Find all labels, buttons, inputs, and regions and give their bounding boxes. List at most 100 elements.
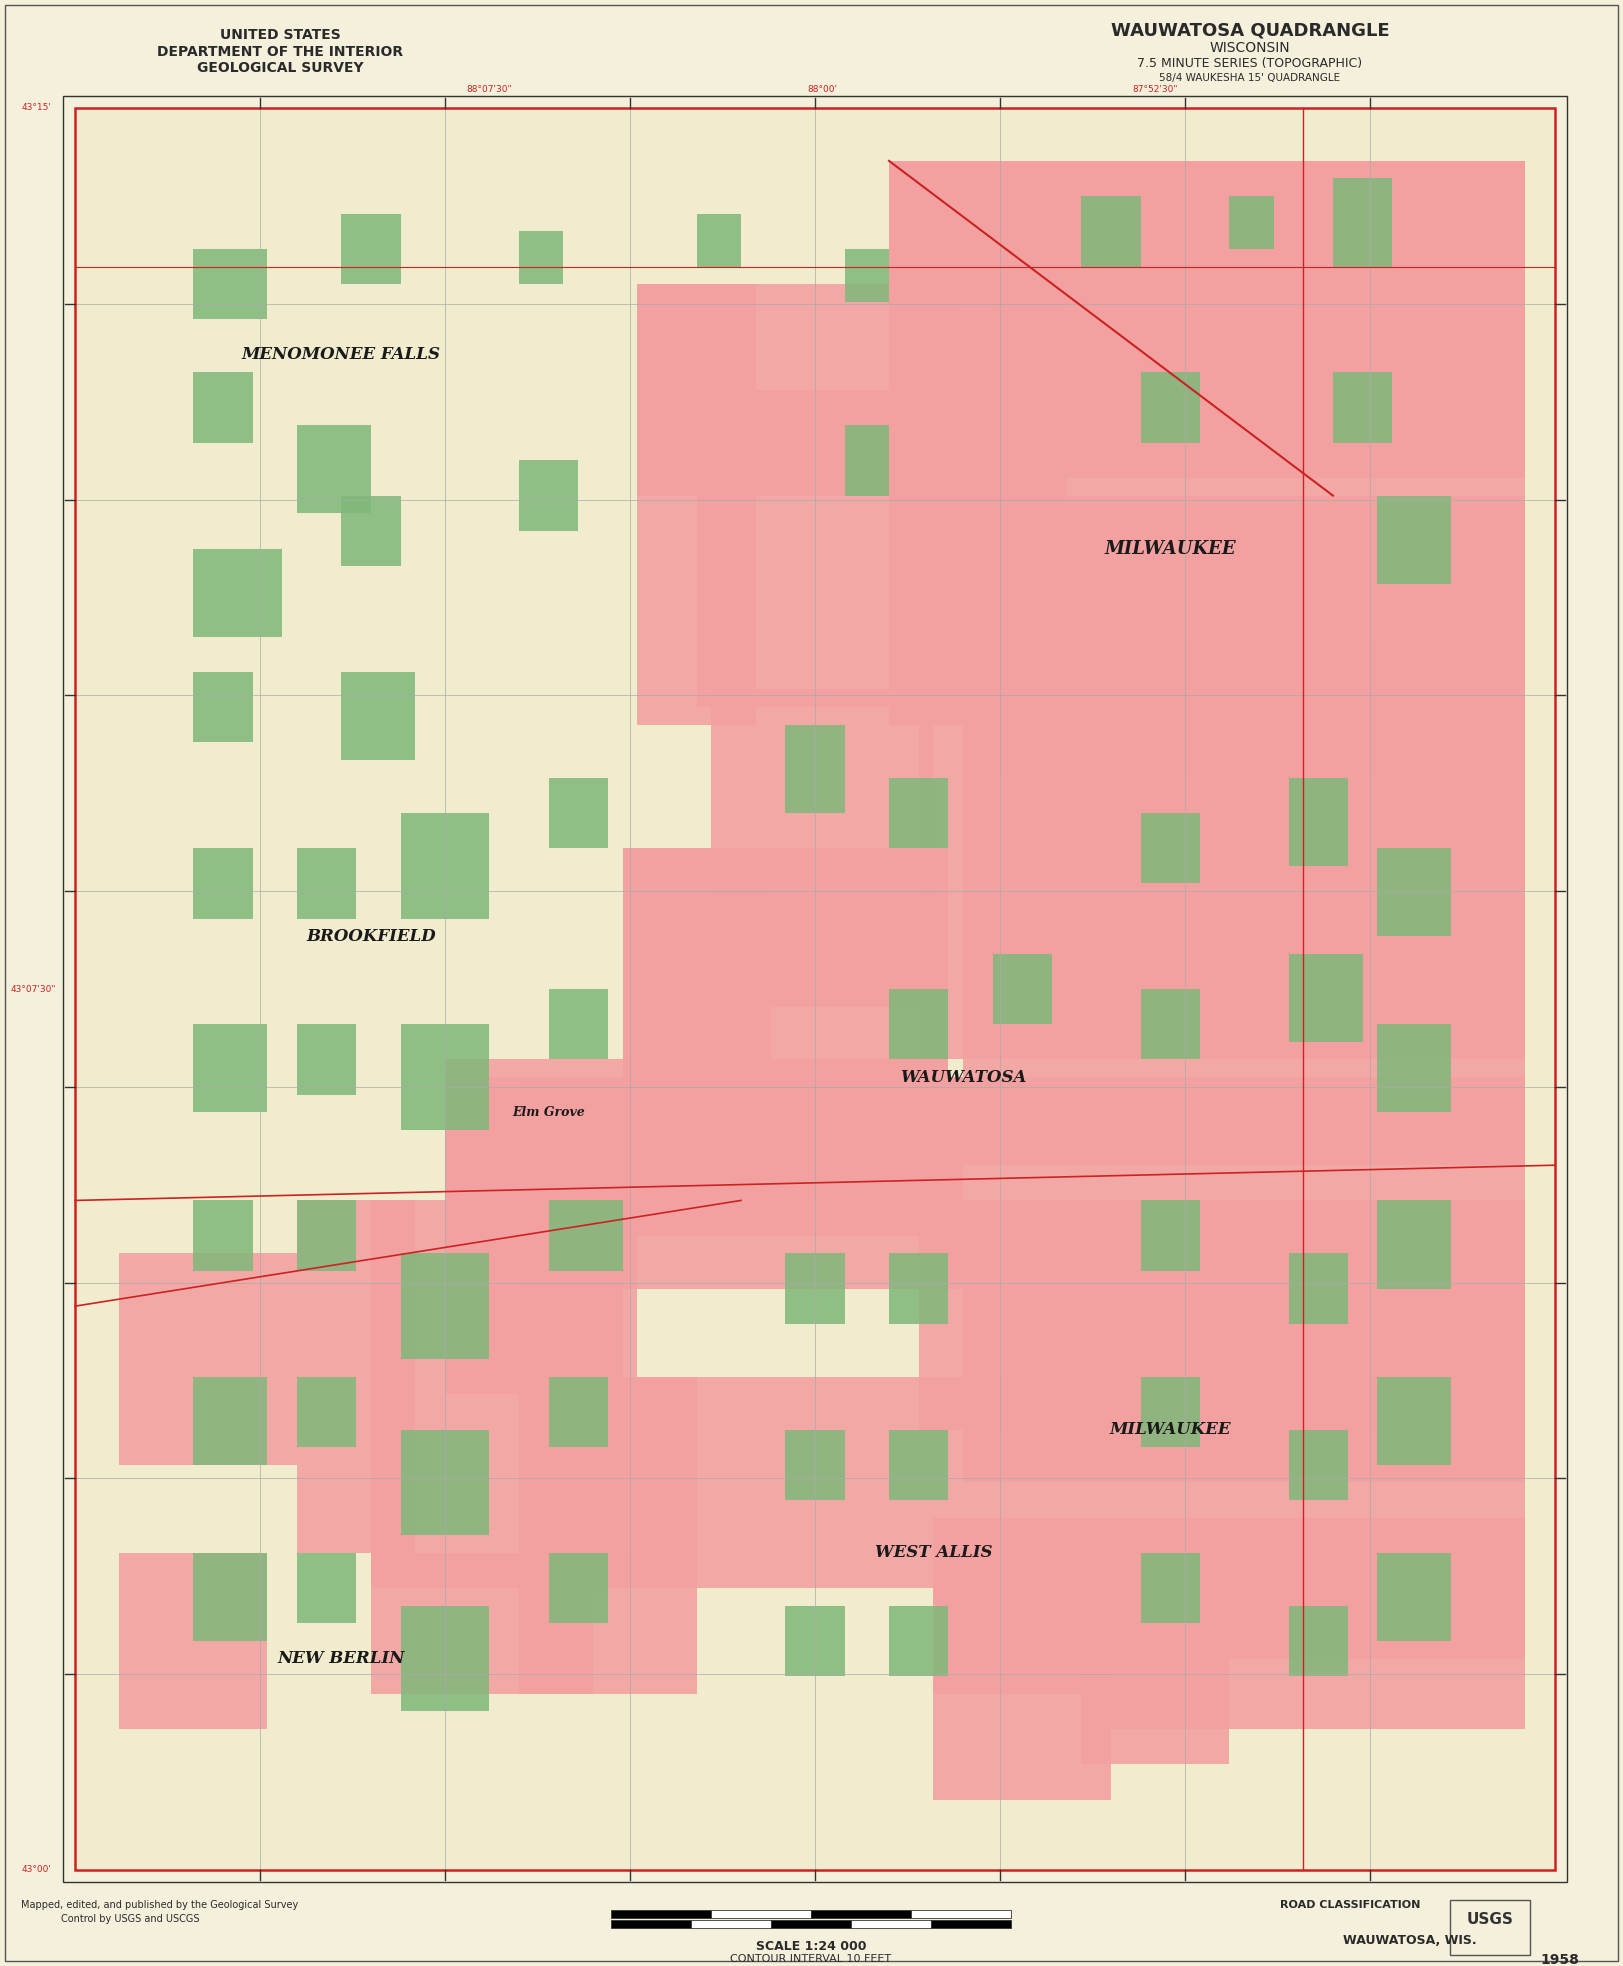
Bar [1332, 179, 1393, 267]
Bar [75, 108, 1555, 1870]
Text: 87°52'30": 87°52'30" [1133, 85, 1178, 94]
Bar [696, 214, 742, 267]
Bar [297, 425, 372, 513]
Text: 88°00': 88°00' [807, 85, 837, 94]
Bar [786, 725, 844, 812]
Bar [297, 1201, 355, 1270]
Bar [193, 1376, 268, 1465]
Bar [932, 1921, 1011, 1929]
Bar [610, 1921, 691, 1929]
Bar [1378, 1024, 1451, 1113]
Text: 7.5 MINUTE SERIES (TOPOGRAPHIC): 7.5 MINUTE SERIES (TOPOGRAPHIC) [1138, 57, 1363, 71]
Text: DEPARTMENT OF THE INTERIOR: DEPARTMENT OF THE INTERIOR [157, 45, 403, 59]
Bar [519, 1553, 696, 1695]
Bar [549, 1553, 607, 1624]
Bar [610, 1911, 711, 1919]
Text: CONTOUR INTERVAL 10 FEET: CONTOUR INTERVAL 10 FEET [730, 1954, 891, 1964]
Bar [519, 460, 578, 531]
Bar [850, 1921, 932, 1929]
Bar [1289, 779, 1347, 865]
Bar [1141, 1201, 1199, 1270]
Bar [549, 1376, 607, 1447]
Bar [1332, 372, 1393, 442]
Text: Elm Grove: Elm Grove [513, 1105, 584, 1119]
Bar [786, 1429, 844, 1500]
Bar [1378, 1376, 1451, 1465]
Bar [401, 812, 490, 918]
Text: 43°00': 43°00' [23, 1866, 52, 1874]
Bar [889, 161, 1066, 690]
Bar [933, 1376, 1526, 1659]
Bar [341, 495, 401, 566]
Bar [933, 1518, 1081, 1695]
Bar [1289, 1429, 1347, 1500]
Bar [341, 214, 401, 285]
Bar [519, 232, 563, 285]
Bar [1449, 1899, 1530, 1954]
Bar [889, 1252, 948, 1323]
Bar [933, 1659, 1112, 1799]
Bar [638, 285, 962, 495]
Bar [193, 372, 253, 442]
Bar [1081, 1518, 1526, 1728]
Bar [638, 285, 756, 725]
Bar [962, 637, 1526, 1166]
Text: BROOKFIELD: BROOKFIELD [307, 928, 437, 944]
Text: WAUWATOSA: WAUWATOSA [899, 1070, 1026, 1085]
Bar [711, 690, 933, 1007]
Bar [1141, 812, 1199, 883]
Bar [889, 989, 948, 1060]
Bar [445, 1077, 623, 1394]
Text: Control by USGS and USCGS: Control by USGS and USCGS [60, 1915, 200, 1925]
Bar [993, 161, 1526, 425]
Bar [993, 425, 1526, 779]
Text: 58/4 WAUKESHA 15' QUADRANGLE: 58/4 WAUKESHA 15' QUADRANGLE [1159, 73, 1341, 83]
Bar [1141, 1376, 1199, 1447]
Text: NEW BERLIN: NEW BERLIN [278, 1649, 406, 1667]
Bar [372, 1376, 696, 1589]
Bar [1081, 1659, 1229, 1764]
Bar [1081, 197, 1141, 267]
Text: USGS: USGS [1467, 1913, 1513, 1927]
Bar [1378, 847, 1451, 936]
Bar [1289, 954, 1363, 1042]
Text: UNITED STATES: UNITED STATES [219, 28, 341, 41]
Bar [297, 1201, 415, 1553]
Bar [445, 1060, 948, 1201]
Bar [401, 1606, 490, 1712]
Bar [193, 847, 253, 918]
Bar [193, 250, 268, 318]
Text: 88°07'30": 88°07'30" [466, 85, 513, 94]
Bar [372, 1201, 638, 1376]
Bar [691, 1921, 771, 1929]
Text: MILWAUKEE: MILWAUKEE [1110, 1421, 1230, 1437]
Text: 1958: 1958 [1540, 1952, 1579, 1966]
Bar [401, 1024, 490, 1130]
Bar [549, 779, 607, 847]
Bar [341, 672, 415, 761]
Bar [1378, 1201, 1451, 1288]
Text: MILWAUKEE: MILWAUKEE [1104, 539, 1237, 558]
Text: ROAD CLASSIFICATION: ROAD CLASSIFICATION [1281, 1899, 1420, 1911]
Bar [120, 1252, 297, 1465]
Bar [297, 1024, 355, 1095]
Bar [623, 1060, 948, 1237]
Bar [993, 954, 1052, 1024]
Bar [1141, 989, 1199, 1060]
Bar [711, 1911, 812, 1919]
Text: Mapped, edited, and published by the Geological Survey: Mapped, edited, and published by the Geo… [21, 1899, 299, 1911]
Bar [1289, 1252, 1347, 1323]
Bar [401, 1252, 490, 1359]
Bar [786, 1606, 844, 1677]
Bar [889, 1429, 948, 1500]
Bar [1141, 1553, 1199, 1624]
Text: SCALE 1:24 000: SCALE 1:24 000 [756, 1940, 867, 1952]
Bar [75, 108, 1555, 1870]
Bar [519, 1077, 962, 1288]
Bar [549, 1201, 623, 1270]
Bar [297, 1553, 355, 1624]
Bar [519, 1376, 933, 1589]
Bar [786, 1252, 844, 1323]
Bar [623, 847, 771, 1237]
Bar [844, 250, 889, 303]
